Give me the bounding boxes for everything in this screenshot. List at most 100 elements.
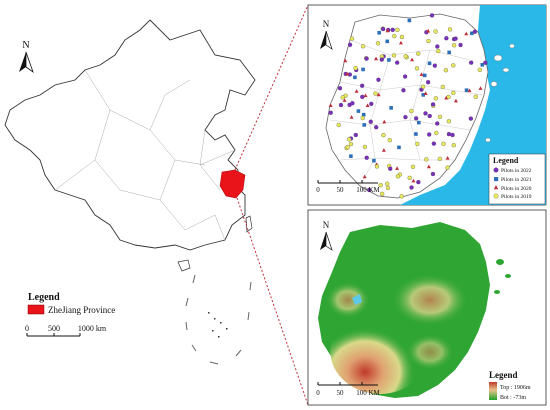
pilot-site-marker xyxy=(385,185,391,191)
pilot-site-marker xyxy=(349,36,355,41)
pilot-site-marker xyxy=(444,95,449,100)
pilot-site-marker xyxy=(426,38,431,44)
pilot-site-marker xyxy=(387,58,391,62)
pilot-site-marker xyxy=(403,115,408,120)
nine-dash-line xyxy=(185,274,252,365)
pilot-site-marker xyxy=(347,42,353,47)
pilot-site-marker xyxy=(342,98,347,102)
pilot-site-marker xyxy=(437,114,443,119)
pilot-site-marker xyxy=(387,138,392,143)
china-map xyxy=(4,19,256,365)
scale-label-1: 500 xyxy=(48,324,60,333)
pilot-site-marker xyxy=(353,75,357,80)
pilot-site-marker xyxy=(347,137,352,142)
pilot-site-marker xyxy=(477,67,482,73)
legend-marker-2020 xyxy=(493,185,499,190)
pilot-site-marker xyxy=(395,60,400,65)
pilot-site-marker xyxy=(413,116,419,121)
pilot-site-marker xyxy=(453,36,458,41)
pilot-site-marker xyxy=(395,166,400,170)
pilot-site-marker xyxy=(345,145,350,150)
legend-label-2020: Pilots in 2020 xyxy=(501,186,532,192)
china-outline xyxy=(4,19,256,251)
pilot-site-marker xyxy=(444,36,449,41)
pilot-site-marker xyxy=(353,132,358,138)
pilots-north-arrow: N xyxy=(320,19,333,50)
pilot-site-marker xyxy=(379,57,384,62)
pilot-site-marker xyxy=(427,132,432,137)
pilot-site-marker xyxy=(353,66,358,71)
pilot-site-marker xyxy=(416,51,421,56)
pilot-site-marker xyxy=(433,96,438,101)
pilot-site-marker xyxy=(426,164,431,169)
pilot-site-marker xyxy=(399,34,405,40)
scale-label-0: 0 xyxy=(25,324,29,333)
pilot-site-marker xyxy=(356,109,361,113)
pilot-site-marker xyxy=(422,73,427,78)
pilot-site-marker xyxy=(381,148,386,152)
pilot-site-marker xyxy=(362,144,368,150)
pilot-site-marker xyxy=(423,91,428,95)
legend-label-2021: Pilots in 2021 xyxy=(501,177,532,183)
pilot-site-marker xyxy=(403,54,408,59)
legend-marker-2022 xyxy=(493,167,499,173)
pilot-site-marker xyxy=(336,122,341,128)
pilot-site-marker xyxy=(431,141,437,146)
pilots-scale-bar: 0 50 100 KM xyxy=(316,180,381,194)
pilot-site-marker xyxy=(467,88,472,93)
pilots-scale-2: 100 KM xyxy=(356,186,380,194)
pilots-legend: Legend Pilots in 2022 Pilots in 2021 Pil… xyxy=(488,153,546,205)
pilot-site-marker xyxy=(419,72,424,76)
dem-legend-colorbar xyxy=(489,382,497,400)
pilot-site-marker xyxy=(409,108,414,114)
pilot-site-marker xyxy=(415,141,420,147)
pilot-site-marker xyxy=(473,94,478,99)
pilot-site-marker xyxy=(451,43,457,48)
pilot-site-marker xyxy=(409,185,414,190)
pilot-site-marker xyxy=(354,89,359,93)
pilot-site-marker xyxy=(328,103,333,108)
pilots-scale-1: 50 xyxy=(337,186,345,194)
pilot-site-marker xyxy=(469,60,474,65)
pilot-site-marker xyxy=(416,179,421,185)
pilot-site-marker xyxy=(429,13,435,18)
pilots-north-label: N xyxy=(323,19,330,29)
pilot-site-marker xyxy=(450,132,455,138)
pilot-site-marker xyxy=(337,86,343,91)
pilot-site-marker xyxy=(433,29,438,34)
coastal-islands xyxy=(485,43,515,143)
pilot-site-marker xyxy=(414,132,418,136)
dem-panel: N Legend Top : 1906m Bot : -73m 0 50 100… xyxy=(307,209,547,406)
pilot-site-marker xyxy=(453,98,458,103)
pilot-site-marker xyxy=(391,53,397,58)
pilot-site-marker xyxy=(440,84,445,90)
taiwan-island xyxy=(245,215,253,233)
pilot-site-marker xyxy=(395,27,400,33)
pilot-site-marker xyxy=(348,141,354,147)
pilot-site-marker xyxy=(363,93,368,98)
pilot-site-marker xyxy=(451,90,456,96)
pilot-site-marker xyxy=(432,63,437,68)
legend-marker-2021 xyxy=(494,177,499,182)
dem-legend-top: Top : 1906m xyxy=(500,385,531,391)
pilot-site-marker xyxy=(470,31,474,36)
legend-swatch-zhejiang xyxy=(27,304,45,315)
pilot-sites xyxy=(328,13,488,199)
pilot-site-marker xyxy=(446,119,452,124)
dem-scale-bar: 0 50 100 KM xyxy=(316,382,381,397)
pilot-site-marker xyxy=(427,61,432,66)
pilot-site-marker xyxy=(374,164,380,169)
pilot-site-marker xyxy=(398,40,403,45)
pilot-site-marker xyxy=(407,18,412,23)
pilot-site-marker xyxy=(420,84,426,89)
pilot-site-marker xyxy=(350,101,355,106)
pilot-site-marker xyxy=(385,28,390,33)
pilot-site-marker xyxy=(443,68,449,73)
south-china-sea-islands xyxy=(208,312,228,338)
pilot-site-marker xyxy=(381,132,386,138)
pilot-site-marker xyxy=(447,50,451,55)
pilot-site-marker xyxy=(480,63,485,67)
pilot-site-marker xyxy=(446,131,452,137)
pilot-site-marker xyxy=(430,102,436,107)
